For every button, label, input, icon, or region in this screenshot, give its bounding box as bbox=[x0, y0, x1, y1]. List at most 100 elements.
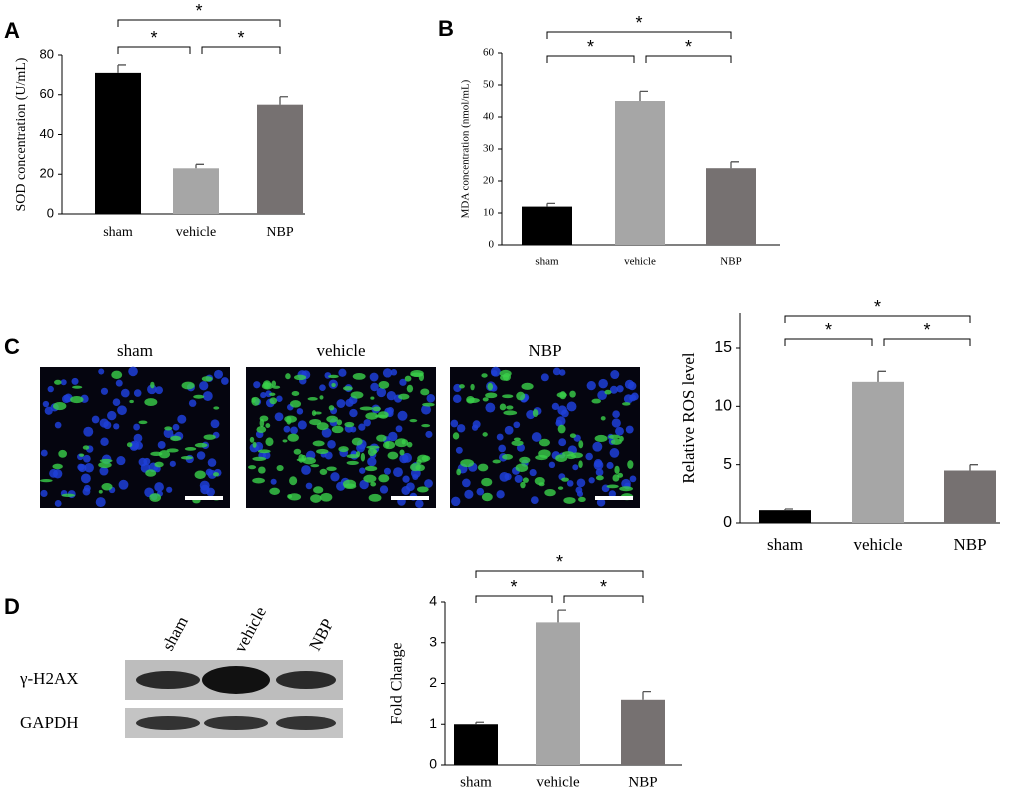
cell bbox=[285, 373, 291, 380]
y-tick-label: 3 bbox=[429, 633, 437, 649]
y-axis-label: MDA concentration (nmol/mL) bbox=[460, 79, 472, 218]
cell bbox=[344, 421, 355, 428]
cell bbox=[406, 384, 414, 393]
cell bbox=[482, 432, 488, 437]
nucleus bbox=[498, 444, 507, 453]
cell bbox=[398, 393, 410, 400]
nucleus bbox=[611, 418, 621, 428]
cell bbox=[99, 458, 113, 463]
cell bbox=[492, 459, 501, 464]
cell bbox=[338, 446, 349, 453]
cell bbox=[316, 448, 329, 455]
nucleus bbox=[91, 415, 100, 424]
nucleus bbox=[169, 460, 176, 467]
cell bbox=[265, 423, 271, 428]
nucleus bbox=[551, 402, 560, 411]
y-axis-label: Fold Change bbox=[389, 642, 406, 724]
nucleus bbox=[274, 412, 284, 422]
significance-label: * bbox=[195, 1, 202, 21]
x-tick-label: sham bbox=[103, 225, 133, 240]
nucleus bbox=[629, 475, 637, 483]
cell bbox=[72, 385, 83, 389]
cell bbox=[319, 395, 324, 400]
cell bbox=[416, 486, 429, 493]
cell bbox=[158, 450, 171, 459]
nucleus bbox=[202, 391, 213, 401]
nucleus bbox=[118, 479, 129, 490]
significance-bracket bbox=[201, 46, 281, 54]
cell bbox=[557, 424, 566, 434]
cell bbox=[194, 442, 208, 448]
nucleus bbox=[336, 399, 346, 408]
nucleus bbox=[80, 473, 91, 484]
panel-label: D bbox=[4, 594, 20, 619]
nucleus bbox=[566, 401, 577, 412]
error-bar bbox=[279, 96, 288, 105]
significance-bracket bbox=[546, 55, 635, 63]
cell bbox=[387, 451, 399, 460]
error-bar bbox=[117, 64, 126, 73]
y-tick-label: 0 bbox=[429, 756, 437, 772]
significance-label: * bbox=[874, 297, 881, 317]
blot-lane-label: NBP bbox=[305, 616, 337, 654]
y-tick-label: 40 bbox=[483, 111, 495, 123]
nucleus bbox=[297, 420, 307, 430]
nucleus bbox=[388, 431, 398, 442]
nucleus bbox=[155, 386, 164, 395]
cell bbox=[368, 493, 382, 502]
cell bbox=[377, 411, 389, 419]
cell bbox=[367, 447, 376, 457]
nucleus bbox=[133, 433, 143, 443]
bar bbox=[536, 622, 580, 765]
nucleus bbox=[531, 432, 542, 442]
nucleus bbox=[627, 381, 637, 391]
nucleus bbox=[319, 384, 326, 392]
nucleus bbox=[54, 421, 62, 429]
nucleus bbox=[77, 463, 85, 471]
cell bbox=[511, 440, 524, 446]
significance-bracket bbox=[546, 31, 732, 39]
nucleus bbox=[425, 430, 433, 438]
nucleus bbox=[47, 385, 54, 393]
cell bbox=[342, 479, 357, 489]
cell bbox=[309, 418, 322, 426]
nucleus bbox=[324, 451, 333, 460]
nucleus bbox=[321, 427, 332, 438]
nucleus bbox=[471, 424, 479, 431]
cell bbox=[594, 434, 608, 443]
bar bbox=[944, 470, 996, 523]
nucleus bbox=[53, 469, 63, 479]
x-tick-label: sham bbox=[460, 774, 492, 790]
nucleus bbox=[399, 378, 407, 386]
cell bbox=[520, 481, 526, 489]
cell bbox=[515, 463, 529, 472]
nucleus bbox=[456, 424, 466, 433]
cell bbox=[276, 464, 284, 472]
nucleus bbox=[157, 441, 166, 449]
cell bbox=[627, 460, 634, 469]
nucleus bbox=[207, 469, 217, 479]
cell bbox=[284, 415, 297, 423]
panel-label: C bbox=[4, 334, 20, 359]
nucleus bbox=[616, 385, 624, 393]
cell bbox=[406, 441, 413, 448]
nucleus bbox=[496, 433, 504, 441]
cell bbox=[619, 486, 633, 492]
nucleus bbox=[133, 423, 140, 431]
cell bbox=[561, 477, 569, 482]
nucleus bbox=[597, 390, 607, 401]
nucleus bbox=[154, 482, 164, 492]
error-bar bbox=[969, 464, 978, 471]
cell bbox=[559, 391, 567, 400]
y-tick-label: 10 bbox=[483, 207, 495, 219]
cell bbox=[58, 449, 67, 458]
nucleus bbox=[630, 392, 639, 401]
cell bbox=[252, 477, 265, 484]
nucleus bbox=[451, 496, 461, 507]
cell bbox=[522, 477, 529, 483]
nucleus bbox=[402, 475, 410, 483]
cell bbox=[608, 434, 621, 440]
cell bbox=[499, 403, 507, 411]
nucleus bbox=[163, 428, 174, 439]
nucleus bbox=[210, 419, 220, 429]
